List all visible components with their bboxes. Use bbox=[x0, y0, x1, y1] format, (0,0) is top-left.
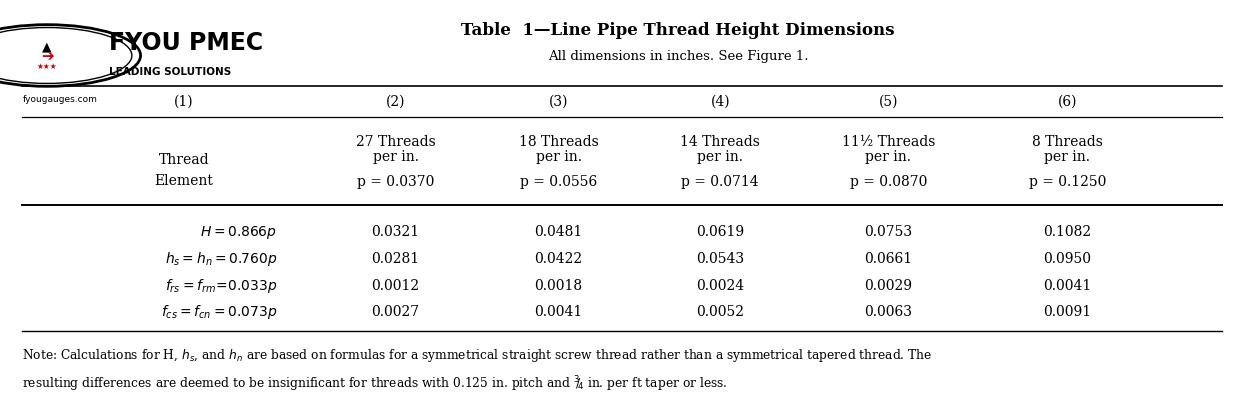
Text: 0.0661: 0.0661 bbox=[865, 252, 912, 266]
Text: ➔: ➔ bbox=[41, 49, 53, 64]
Text: 0.0950: 0.0950 bbox=[1044, 252, 1091, 266]
Text: 0.1082: 0.1082 bbox=[1044, 225, 1091, 239]
Text: per in.: per in. bbox=[373, 150, 418, 164]
Text: 0.0753: 0.0753 bbox=[865, 225, 912, 239]
Text: Table  1—Line Pipe Thread Height Dimensions: Table 1—Line Pipe Thread Height Dimensio… bbox=[462, 22, 894, 39]
Text: Note: Calculations for H, $h_s$, and $h_n$ are based on formulas for a symmetric: Note: Calculations for H, $h_s$, and $h_… bbox=[22, 347, 933, 364]
Text: Element: Element bbox=[154, 174, 214, 188]
Text: p = 0.1250: p = 0.1250 bbox=[1029, 175, 1106, 189]
Text: (3): (3) bbox=[549, 95, 569, 109]
Text: 0.0321: 0.0321 bbox=[372, 225, 419, 239]
Text: p = 0.0714: p = 0.0714 bbox=[682, 175, 759, 189]
Text: (6): (6) bbox=[1057, 95, 1077, 109]
Text: fyougauges.com: fyougauges.com bbox=[22, 95, 97, 104]
Text: 0.0012: 0.0012 bbox=[372, 279, 419, 293]
Text: (5): (5) bbox=[878, 95, 898, 109]
Text: 0.0481: 0.0481 bbox=[535, 225, 582, 239]
Text: $H = 0.866p$: $H = 0.866p$ bbox=[200, 224, 277, 241]
Text: 0.0281: 0.0281 bbox=[372, 252, 419, 266]
Text: per in.: per in. bbox=[698, 150, 743, 164]
Text: 0.0041: 0.0041 bbox=[535, 305, 582, 319]
Text: 0.0619: 0.0619 bbox=[697, 225, 744, 239]
Text: 0.0041: 0.0041 bbox=[1044, 279, 1091, 293]
Text: per in.: per in. bbox=[866, 150, 911, 164]
Text: 0.0063: 0.0063 bbox=[865, 305, 912, 319]
Text: (1): (1) bbox=[174, 95, 194, 109]
Text: 14 Threads: 14 Threads bbox=[680, 135, 760, 149]
Text: $f_{cs} = f_{cn} = 0.073p$: $f_{cs} = f_{cn} = 0.073p$ bbox=[160, 303, 277, 321]
Text: (4): (4) bbox=[710, 95, 730, 109]
Text: resulting differences are deemed to be insignificant for threads with 0.125 in. : resulting differences are deemed to be i… bbox=[22, 375, 728, 395]
Text: 0.0091: 0.0091 bbox=[1044, 305, 1091, 319]
Text: per in.: per in. bbox=[536, 150, 581, 164]
Text: 0.0024: 0.0024 bbox=[697, 279, 744, 293]
Text: ▲: ▲ bbox=[42, 41, 52, 54]
Text: 0.0029: 0.0029 bbox=[865, 279, 912, 293]
Text: ★★★: ★★★ bbox=[37, 62, 57, 71]
Circle shape bbox=[0, 28, 132, 83]
Text: 0.0018: 0.0018 bbox=[535, 279, 582, 293]
Text: 0.0422: 0.0422 bbox=[535, 252, 582, 266]
Text: 8 Threads: 8 Threads bbox=[1033, 135, 1102, 149]
Text: LEADING SOLUTIONS: LEADING SOLUTIONS bbox=[109, 67, 231, 77]
Text: $h_s = h_n = 0.760p$: $h_s = h_n = 0.760p$ bbox=[165, 250, 277, 268]
Text: 0.0027: 0.0027 bbox=[372, 305, 419, 319]
Text: p = 0.0870: p = 0.0870 bbox=[850, 175, 927, 189]
Text: 0.0052: 0.0052 bbox=[697, 305, 744, 319]
Text: 0.0543: 0.0543 bbox=[697, 252, 744, 266]
Text: Thread: Thread bbox=[159, 153, 209, 167]
Text: All dimensions in inches. See Figure 1.: All dimensions in inches. See Figure 1. bbox=[547, 50, 809, 63]
Text: per in.: per in. bbox=[1045, 150, 1090, 164]
Text: $f_{rs} = f_{rm}\!=\!0.033p$: $f_{rs} = f_{rm}\!=\!0.033p$ bbox=[165, 277, 277, 295]
Text: p = 0.0370: p = 0.0370 bbox=[357, 175, 434, 189]
Text: 11½ Threads: 11½ Threads bbox=[841, 135, 935, 149]
Text: (2): (2) bbox=[386, 95, 406, 109]
Text: FYOU PMEC: FYOU PMEC bbox=[109, 31, 264, 55]
Text: p = 0.0556: p = 0.0556 bbox=[520, 175, 597, 189]
Text: 18 Threads: 18 Threads bbox=[519, 135, 598, 149]
Text: 27 Threads: 27 Threads bbox=[356, 135, 435, 149]
